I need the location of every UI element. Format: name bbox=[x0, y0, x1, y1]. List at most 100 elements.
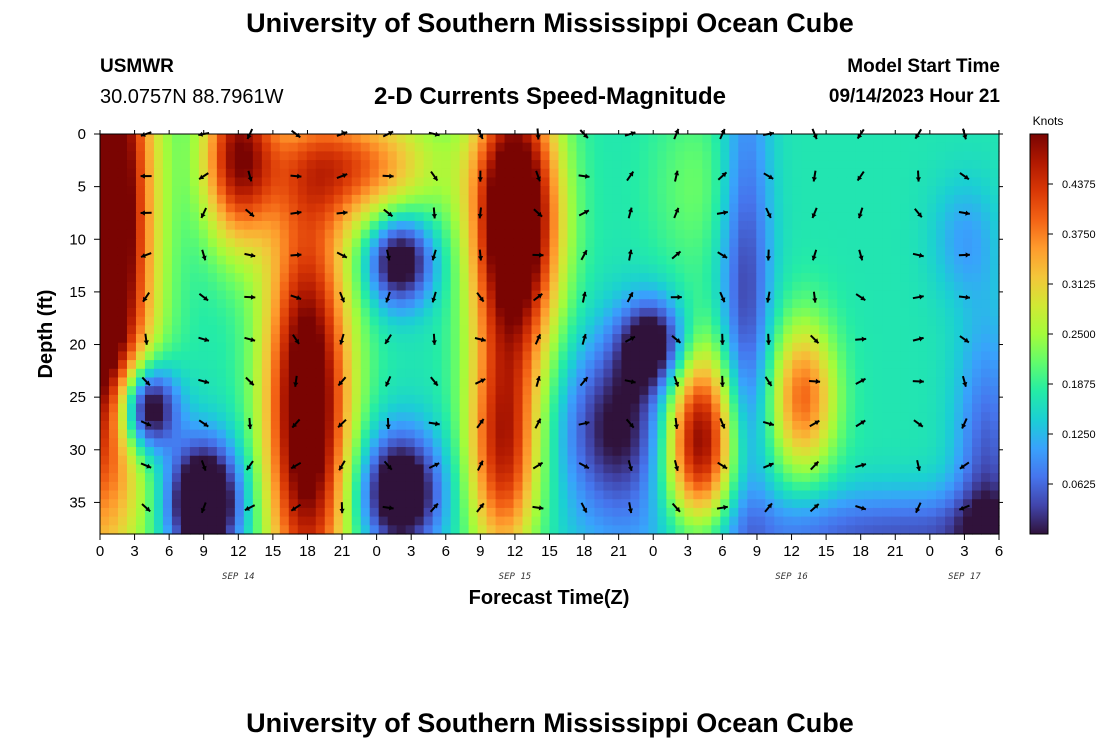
heatmap-cell bbox=[486, 403, 497, 413]
heatmap-cell bbox=[774, 447, 784, 457]
heatmap-cell bbox=[783, 247, 793, 257]
heatmap-cell bbox=[288, 351, 299, 361]
heatmap-cell bbox=[981, 316, 991, 326]
heatmap-cell bbox=[495, 290, 506, 300]
current-arrow bbox=[431, 249, 437, 261]
heatmap-cell bbox=[630, 455, 640, 466]
heatmap-cell bbox=[243, 160, 254, 170]
heatmap-cell bbox=[855, 490, 865, 500]
heatmap-cell bbox=[468, 160, 479, 170]
heatmap-cell bbox=[630, 247, 640, 257]
heatmap-cell bbox=[369, 177, 380, 187]
heatmap-cell bbox=[270, 160, 281, 170]
heatmap-cell bbox=[819, 490, 829, 500]
arrow-head bbox=[674, 128, 680, 134]
heatmap-cell bbox=[279, 247, 290, 257]
heatmap-cell bbox=[729, 386, 739, 396]
arrow-head bbox=[537, 462, 543, 468]
heatmap-cell bbox=[144, 290, 155, 300]
heatmap-cell bbox=[369, 481, 380, 492]
heatmap-cell bbox=[792, 203, 802, 213]
heatmap-cell bbox=[459, 342, 470, 352]
current-arrow bbox=[719, 291, 726, 303]
arrow-head bbox=[385, 338, 390, 344]
heatmap-cell bbox=[621, 281, 632, 292]
heatmap-cell bbox=[108, 151, 119, 161]
heatmap-cell bbox=[522, 525, 533, 535]
heatmap-cell bbox=[360, 447, 371, 457]
heatmap-cell bbox=[585, 307, 596, 318]
heatmap-cell bbox=[666, 220, 676, 231]
current-arrow bbox=[719, 375, 725, 387]
heatmap-cell bbox=[558, 386, 569, 396]
current-arrow bbox=[385, 291, 391, 303]
heatmap-cell bbox=[108, 377, 119, 387]
heatmap-cell bbox=[927, 394, 937, 405]
heatmap-cell bbox=[297, 464, 308, 474]
heatmap-cell bbox=[729, 203, 739, 213]
heatmap-cell bbox=[441, 447, 452, 457]
heatmap-cell bbox=[486, 186, 497, 196]
heatmap-cell bbox=[342, 455, 353, 466]
heatmap-cell bbox=[423, 168, 434, 179]
heatmap-cell bbox=[684, 238, 694, 248]
heatmap-cell bbox=[684, 386, 694, 396]
heatmap-cell bbox=[405, 420, 416, 431]
heatmap-cell bbox=[702, 464, 712, 474]
heatmap-cell bbox=[162, 342, 173, 352]
heatmap-cell bbox=[945, 386, 955, 396]
heatmap-cell bbox=[459, 134, 470, 144]
heatmap-cell bbox=[873, 464, 883, 474]
heatmap-cell bbox=[846, 438, 856, 448]
heatmap-cell bbox=[162, 420, 173, 431]
arrow-head bbox=[674, 170, 680, 176]
heatmap-cell bbox=[837, 499, 847, 509]
heatmap-cell bbox=[414, 420, 425, 431]
heatmap-cell bbox=[297, 281, 308, 292]
heatmap-cell bbox=[540, 499, 551, 509]
heatmap-cell bbox=[603, 160, 614, 170]
heatmap-cell bbox=[225, 238, 236, 248]
heatmap-cell bbox=[450, 516, 461, 526]
heatmap-cell bbox=[729, 186, 739, 196]
heatmap-cell bbox=[100, 499, 110, 509]
heatmap-cell bbox=[972, 255, 982, 266]
heatmap-cell bbox=[100, 212, 110, 222]
heatmap-cell bbox=[801, 325, 811, 335]
heatmap-cell bbox=[927, 403, 937, 413]
heatmap-cell bbox=[648, 516, 658, 526]
heatmap-cell bbox=[657, 325, 667, 335]
heatmap-cell bbox=[981, 203, 991, 213]
heatmap-cell bbox=[621, 186, 632, 196]
heatmap-cell bbox=[108, 438, 119, 448]
heatmap-cell bbox=[846, 342, 856, 352]
heatmap-cell bbox=[693, 403, 703, 413]
heatmap-cell bbox=[189, 229, 200, 239]
heatmap-cell bbox=[387, 481, 398, 492]
heatmap-cell bbox=[297, 307, 308, 318]
heatmap-cell bbox=[855, 368, 865, 379]
heatmap-cell bbox=[351, 447, 362, 457]
heatmap-cell bbox=[981, 368, 991, 379]
heatmap-cell bbox=[306, 238, 317, 248]
heatmap-cell bbox=[189, 220, 200, 231]
heatmap-cell bbox=[396, 203, 407, 213]
heatmap-cell bbox=[126, 177, 137, 187]
heatmap-cell bbox=[297, 220, 308, 231]
heatmap-cell bbox=[369, 290, 380, 300]
heatmap-cell bbox=[261, 220, 272, 231]
heatmap-cell bbox=[963, 403, 973, 413]
heatmap-cell bbox=[891, 377, 901, 387]
heatmap-cell bbox=[279, 325, 290, 335]
heatmap-cell bbox=[369, 447, 380, 457]
heatmap-cell bbox=[873, 264, 883, 274]
heatmap-cell bbox=[495, 394, 506, 405]
heatmap-cell bbox=[153, 438, 164, 448]
heatmap-cell bbox=[702, 447, 712, 457]
heatmap-cell bbox=[612, 316, 623, 326]
heatmap-cell bbox=[549, 334, 560, 344]
heatmap-cell bbox=[216, 368, 227, 379]
current-arrow bbox=[717, 461, 728, 470]
heatmap-cell bbox=[135, 499, 146, 509]
heatmap-cell bbox=[333, 481, 344, 492]
